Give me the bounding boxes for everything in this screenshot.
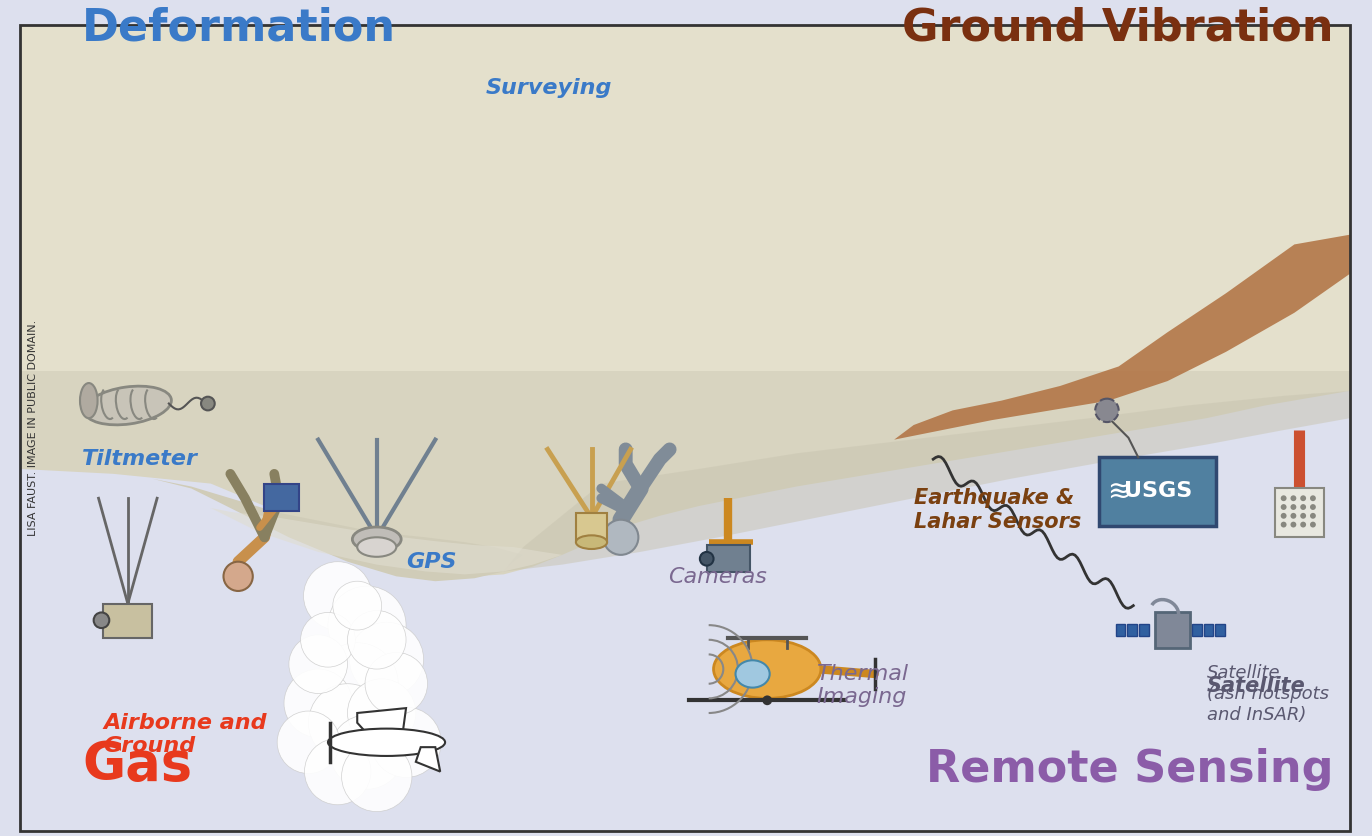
Bar	[1192, 624, 1202, 636]
Circle shape	[309, 684, 387, 762]
Bar	[1275, 488, 1324, 538]
Circle shape	[1291, 504, 1297, 510]
Circle shape	[224, 562, 252, 591]
Polygon shape	[152, 479, 523, 581]
Circle shape	[329, 715, 405, 789]
Circle shape	[365, 652, 428, 715]
Circle shape	[1310, 512, 1316, 518]
Circle shape	[1310, 495, 1316, 501]
Circle shape	[93, 613, 110, 628]
Ellipse shape	[84, 386, 172, 425]
Text: Gas: Gas	[82, 739, 192, 791]
Circle shape	[1280, 512, 1287, 518]
Circle shape	[300, 613, 355, 667]
Circle shape	[1291, 522, 1297, 528]
Text: Airborne and
Ground: Airborne and Ground	[103, 713, 268, 757]
Point	[321, 718, 338, 728]
Bar	[265, 483, 299, 511]
Circle shape	[342, 742, 412, 812]
Text: Ground Vibration: Ground Vibration	[901, 6, 1334, 49]
Text: Remote Sensing: Remote Sensing	[926, 748, 1334, 791]
Text: ≋: ≋	[1107, 477, 1131, 506]
Text: Earthquake &
Lahar Sensors: Earthquake & Lahar Sensors	[914, 488, 1081, 532]
Bar	[103, 604, 152, 638]
Circle shape	[1291, 495, 1297, 501]
Circle shape	[303, 562, 372, 630]
Bar	[1115, 624, 1125, 636]
Circle shape	[1310, 504, 1316, 510]
Circle shape	[763, 696, 772, 706]
Circle shape	[347, 679, 416, 747]
Text: Tiltmeter: Tiltmeter	[82, 450, 198, 470]
Circle shape	[1280, 504, 1287, 510]
Bar	[1216, 624, 1225, 636]
Text: Cameras: Cameras	[668, 567, 767, 587]
Circle shape	[1301, 522, 1306, 528]
Circle shape	[347, 610, 406, 669]
Circle shape	[1301, 495, 1306, 501]
Polygon shape	[504, 391, 1350, 572]
Circle shape	[700, 552, 713, 566]
Polygon shape	[21, 25, 1350, 517]
Bar	[1128, 624, 1137, 636]
Circle shape	[289, 635, 347, 694]
Circle shape	[350, 622, 424, 696]
Polygon shape	[21, 25, 1350, 371]
Circle shape	[370, 707, 442, 777]
Text: Thermal
Imaging: Thermal Imaging	[816, 664, 908, 707]
Circle shape	[316, 643, 398, 725]
Circle shape	[1291, 512, 1297, 518]
Circle shape	[1280, 522, 1287, 528]
Ellipse shape	[328, 729, 445, 756]
Text: Satellite: Satellite	[1206, 675, 1305, 696]
Ellipse shape	[353, 527, 401, 552]
Bar	[576, 512, 608, 540]
Circle shape	[1310, 522, 1316, 528]
Circle shape	[1095, 399, 1118, 422]
Text: Surveying: Surveying	[486, 78, 612, 98]
Circle shape	[1301, 504, 1306, 510]
Text: Satellite
(ash hotspots
and InSAR): Satellite (ash hotspots and InSAR)	[1206, 664, 1328, 724]
Ellipse shape	[357, 538, 397, 557]
Circle shape	[604, 520, 638, 555]
Bar	[1099, 457, 1217, 526]
Circle shape	[1280, 495, 1287, 501]
Ellipse shape	[80, 383, 97, 418]
Text: USGS: USGS	[1124, 482, 1192, 502]
Ellipse shape	[576, 535, 608, 549]
Polygon shape	[21, 25, 1350, 576]
Ellipse shape	[713, 640, 820, 698]
Circle shape	[305, 738, 370, 805]
Text: Deformation: Deformation	[82, 6, 397, 49]
Circle shape	[284, 669, 353, 737]
Text: LISA FAUST. IMAGE IN PUBLIC DOMAIN.: LISA FAUST. IMAGE IN PUBLIC DOMAIN.	[29, 320, 38, 536]
Polygon shape	[416, 747, 440, 772]
Polygon shape	[211, 508, 563, 574]
Bar	[1139, 624, 1148, 636]
Circle shape	[1301, 512, 1306, 518]
Text: GPS: GPS	[406, 552, 457, 572]
Polygon shape	[357, 708, 406, 744]
Polygon shape	[895, 235, 1350, 440]
Ellipse shape	[735, 660, 770, 688]
Bar	[707, 545, 749, 573]
Bar	[1155, 613, 1190, 648]
Bar	[1203, 624, 1213, 636]
Circle shape	[333, 581, 381, 630]
Circle shape	[202, 397, 214, 410]
Circle shape	[277, 711, 340, 773]
Circle shape	[328, 586, 406, 664]
Point	[321, 757, 338, 767]
